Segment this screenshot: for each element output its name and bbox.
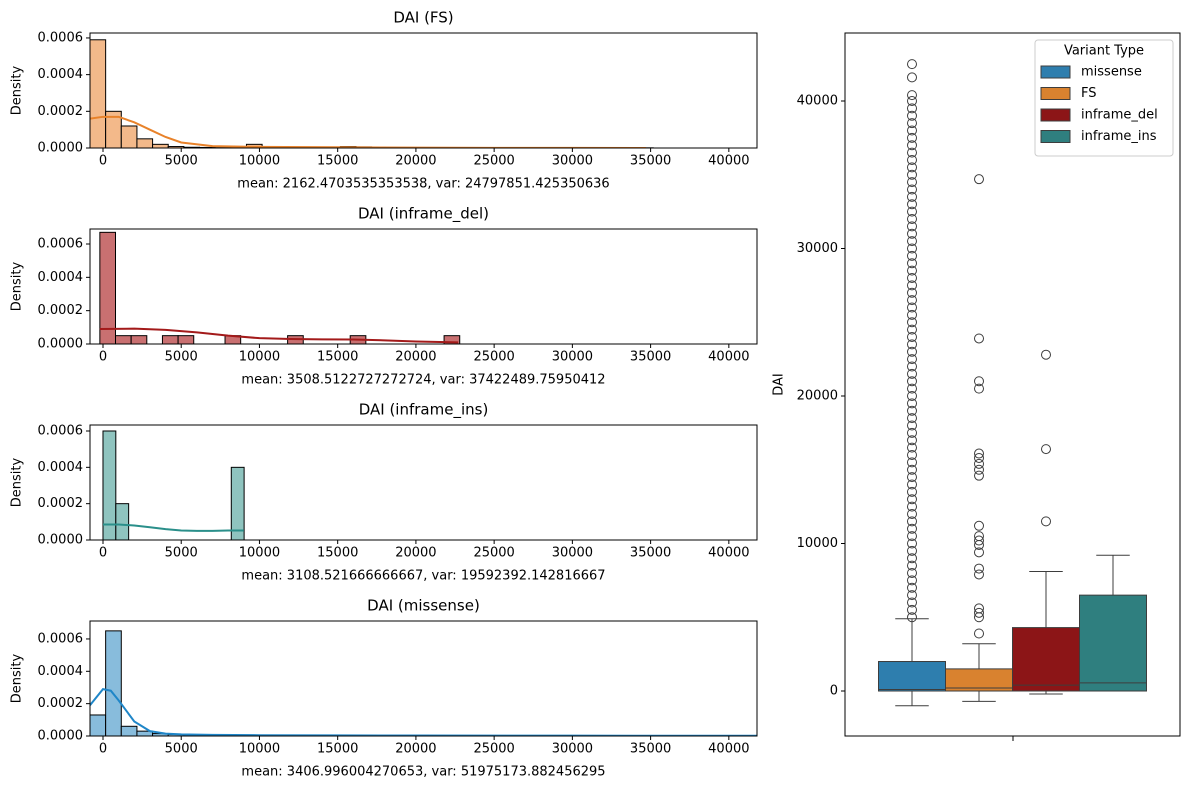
x-axis-label: mean: 2162.4703535353538, var: 24797851.…: [237, 177, 609, 192]
box: [1080, 595, 1147, 691]
bar: [121, 726, 137, 736]
x-axis-label: mean: 3108.521666666667, var: 19592392.1…: [241, 569, 605, 584]
chart-title: DAI (FS): [393, 9, 453, 27]
y-tick-label: 40000: [797, 93, 838, 108]
y-tick-label: 0.0006: [38, 30, 84, 45]
chart-title: DAI (inframe_ins): [359, 401, 489, 420]
x-tick-label: 20000: [395, 350, 436, 365]
x-tick-label: 25000: [473, 546, 514, 561]
x-tick-label: 0: [99, 546, 107, 561]
x-tick-label: 40000: [708, 742, 749, 757]
legend-swatch: [1041, 131, 1070, 143]
y-tick-label: 20000: [797, 389, 838, 404]
x-tick-label: 15000: [317, 546, 358, 561]
x-tick-label: 5000: [165, 742, 198, 757]
legend-swatch: [1041, 66, 1070, 78]
x-axis-label: mean: 3508.5122727272724, var: 37422489.…: [241, 373, 605, 388]
x-tick-label: 5000: [165, 546, 198, 561]
x-tick-label: 0: [99, 350, 107, 365]
x-tick-label: 25000: [473, 742, 514, 757]
bar: [162, 336, 178, 344]
y-tick-label: 0.0004: [38, 460, 84, 475]
y-tick-label: 0.0000: [38, 729, 84, 744]
y-axis-label: Density: [10, 65, 25, 115]
x-tick-label: 35000: [630, 742, 671, 757]
x-axis-label: mean: 3406.996004270653, var: 51975173.8…: [241, 765, 605, 780]
bar: [116, 336, 132, 344]
x-tick-label: 35000: [630, 350, 671, 365]
y-tick-label: 0.0000: [38, 533, 84, 548]
y-tick-label: 0.0002: [38, 696, 84, 711]
chart-title: DAI (inframe_del): [358, 205, 489, 224]
x-tick-label: 0: [99, 154, 107, 169]
x-tick-label: 40000: [708, 154, 749, 169]
x-tick-label: 20000: [395, 742, 436, 757]
legend-title: Variant Type: [1064, 44, 1144, 59]
x-tick-label: 15000: [317, 742, 358, 757]
y-tick-label: 0.0004: [38, 67, 84, 82]
x-tick-label: 40000: [708, 350, 749, 365]
x-tick-label: 5000: [165, 350, 198, 365]
x-tick-label: 30000: [552, 546, 593, 561]
y-tick-label: 0.0002: [38, 496, 84, 511]
bar: [106, 631, 122, 736]
x-tick-label: 15000: [317, 350, 358, 365]
box: [1013, 628, 1080, 691]
x-tick-label: 0: [99, 742, 107, 757]
x-tick-label: 35000: [630, 154, 671, 169]
x-tick-label: 15000: [317, 154, 358, 169]
x-tick-label: 20000: [395, 154, 436, 169]
y-tick-label: 0.0002: [38, 303, 84, 318]
bar: [131, 336, 147, 344]
bar: [137, 139, 153, 148]
y-tick-label: 0.0004: [38, 270, 84, 285]
y-tick-label: 0.0006: [38, 631, 84, 646]
x-tick-label: 20000: [395, 546, 436, 561]
legend-swatch: [1041, 109, 1070, 121]
bar: [90, 715, 106, 736]
x-tick-label: 30000: [552, 154, 593, 169]
y-tick-label: 10000: [797, 536, 838, 551]
x-tick-label: 35000: [630, 546, 671, 561]
y-tick-label: 0.0002: [38, 104, 84, 119]
x-tick-label: 30000: [552, 350, 593, 365]
x-tick-label: 30000: [552, 742, 593, 757]
y-tick-label: 30000: [797, 241, 838, 256]
y-axis-label: DAI: [772, 373, 787, 396]
box: [879, 662, 946, 692]
x-tick-label: 5000: [165, 154, 198, 169]
bar: [153, 144, 169, 148]
x-tick-label: 10000: [239, 742, 280, 757]
y-tick-label: 0.0006: [38, 423, 84, 438]
y-axis-label: Density: [10, 457, 25, 507]
y-tick-label: 0.0004: [38, 664, 84, 679]
x-tick-label: 40000: [708, 546, 749, 561]
legend-label: inframe_ins: [1081, 129, 1157, 144]
y-tick-label: 0.0000: [38, 141, 84, 156]
chart-title: DAI (missense): [367, 597, 480, 615]
bar: [231, 467, 244, 540]
bar: [121, 126, 137, 148]
y-tick-label: 0.0006: [38, 237, 84, 252]
y-axis-label: Density: [10, 653, 25, 703]
legend-label: inframe_del: [1081, 108, 1158, 123]
x-tick-label: 25000: [473, 154, 514, 169]
x-tick-label: 25000: [473, 350, 514, 365]
legend-label: FS: [1081, 86, 1097, 101]
bar: [178, 336, 194, 344]
x-tick-label: 10000: [239, 154, 280, 169]
bar: [90, 40, 106, 148]
legend-swatch: [1041, 88, 1070, 100]
bar: [116, 504, 129, 540]
x-tick-label: 10000: [239, 546, 280, 561]
x-tick-label: 10000: [239, 350, 280, 365]
legend-label: missense: [1081, 65, 1142, 80]
y-tick-label: 0.0000: [38, 337, 84, 352]
y-axis-label: Density: [10, 261, 25, 311]
y-tick-label: 0: [830, 684, 838, 699]
bar: [100, 232, 116, 344]
